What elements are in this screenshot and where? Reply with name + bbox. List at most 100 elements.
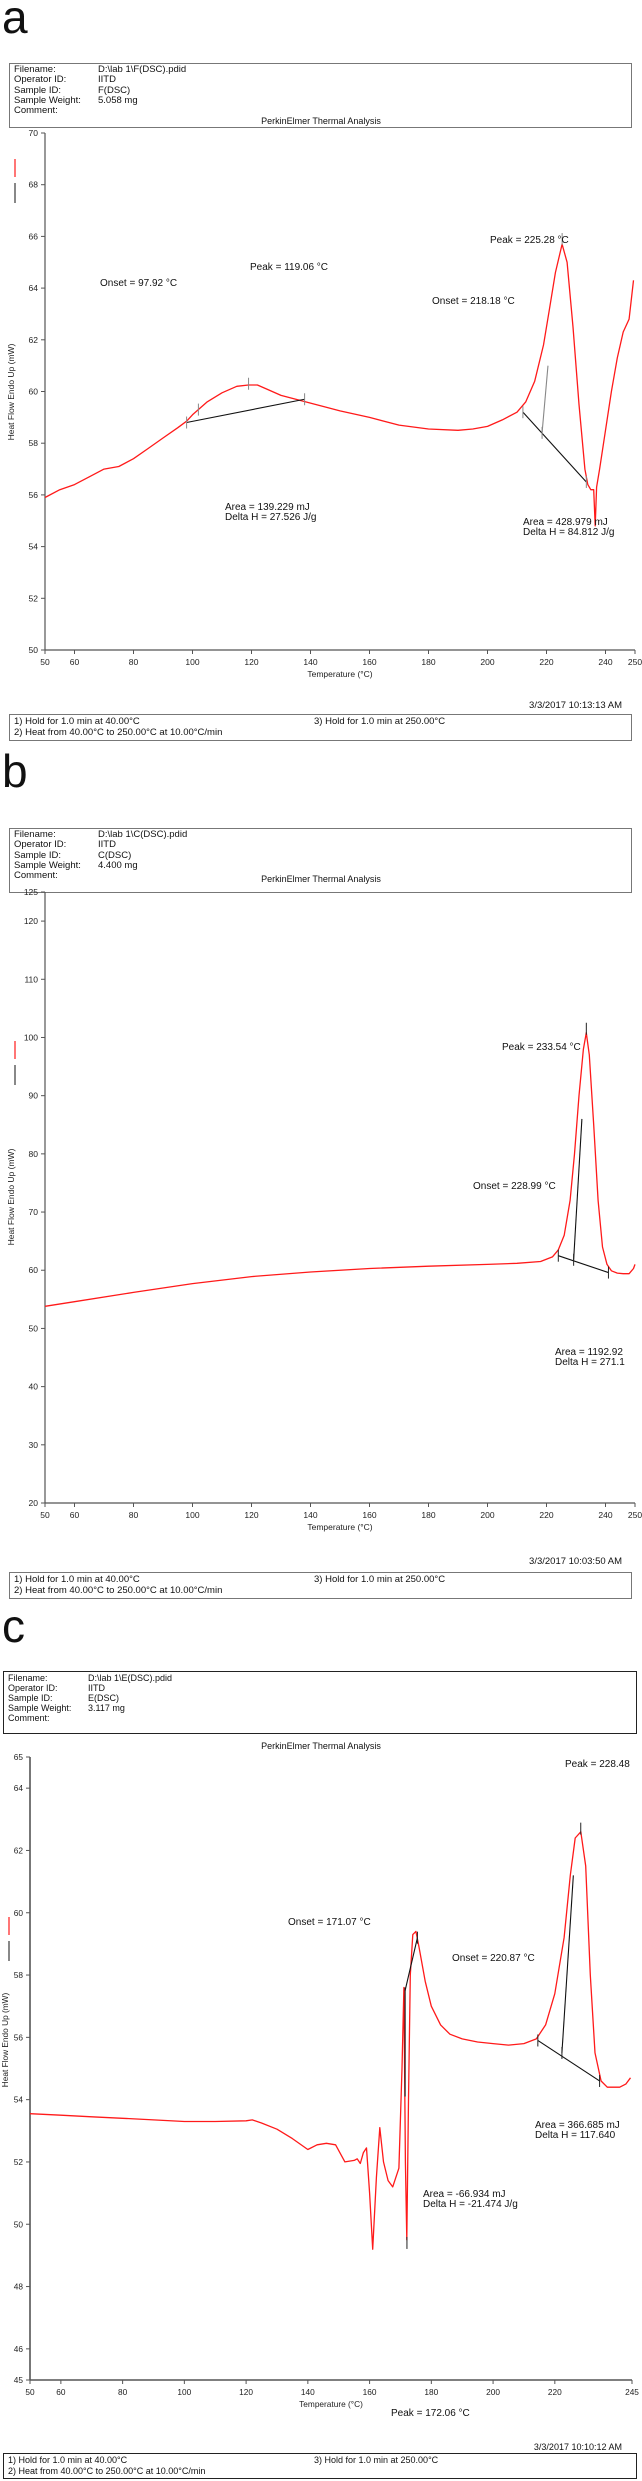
y-tick-label: 64 (29, 283, 39, 293)
method-step-2: 2) Heat from 40.00°C to 250.00°C at 10.0… (14, 727, 223, 738)
panel-letter: b (2, 745, 28, 797)
y-tick-label: 100 (24, 1032, 38, 1042)
peak-annotation: Onset = 218.18 °C (432, 296, 515, 307)
y-tick-label: 60 (29, 387, 39, 397)
heat-flow-curve (44, 243, 635, 527)
method-step-2: 2) Heat from 40.00°C to 250.00°C at 10.0… (8, 2466, 206, 2476)
timestamp: 3/3/2017 10:13:13 AM (529, 700, 622, 711)
y-tick-label: 56 (14, 2032, 24, 2042)
info-row-operator: Operator ID: IITD (14, 839, 116, 851)
panel-letter: c (2, 1600, 25, 1652)
peak-annotation: Area = 366.685 mJ (535, 2120, 620, 2131)
panel-letter: a (2, 0, 28, 43)
info-row-comment: Comment: (8, 1713, 50, 1723)
x-tick-label: 60 (70, 1510, 80, 1520)
info-row-filename: Filename: D:\lab 1\C(DSC).pdid (14, 829, 188, 840)
y-tick-label: 58 (29, 438, 39, 448)
method-step-1: 1) Hold for 1.0 min at 40.00°C (8, 2455, 128, 2465)
timestamp: 3/3/2017 10:10:12 AM (533, 2442, 622, 2452)
y-tick-label: 58 (14, 1970, 24, 1980)
peak-annotation: Peak = 225.28 °C (490, 235, 569, 246)
enthalpy-annotation: Delta H = 84.812 J/g (523, 527, 614, 538)
x-tick-label: 180 (424, 2387, 438, 2397)
x-tick-label: 80 (129, 657, 139, 667)
heat-flow-curve (29, 1831, 632, 2250)
method-steps-box: 1) Hold for 1.0 min at 40.00°C 3) Hold f… (9, 1572, 632, 1599)
y-tick-label: 50 (29, 645, 39, 655)
chart-title: PerkinElmer Thermal Analysis (261, 1741, 381, 1751)
x-tick-label: 100 (177, 2387, 191, 2397)
x-tick-label: 240 (598, 1510, 612, 1520)
x-tick-label: 140 (301, 2387, 315, 2397)
sample-info-box: Filename: D:\lab 1\C(DSC).pdid Operator I… (9, 828, 632, 893)
y-tick-label: 125 (24, 887, 38, 897)
x-tick-label: 250 (628, 1510, 642, 1520)
x-tick-label: 220 (539, 657, 553, 667)
info-row-filename: Filename: D:\lab 1\F(DSC).pdid (14, 64, 187, 75)
x-tick-label: 240 (598, 657, 612, 667)
y-tick-label: 50 (29, 1323, 39, 1333)
y-tick-label: 65 (14, 1752, 24, 1762)
x-tick-label: 120 (239, 2387, 253, 2397)
info-row-comment: Comment: (14, 870, 58, 882)
method-step-1: 1) Hold for 1.0 min at 40.00°C (14, 1574, 140, 1585)
info-row-comment: Comment: (14, 105, 58, 117)
x-tick-label: 200 (486, 2387, 500, 2397)
info-row-sample-id: Sample ID: E(DSC) (8, 1693, 119, 1703)
peak-annotation: Area = 428.979 mJ (523, 517, 608, 528)
integration-baseline (558, 1255, 609, 1274)
x-axis-label: Temperature (°C) (307, 1522, 372, 1532)
y-tick-label: 52 (29, 593, 39, 603)
y-tick-label: 70 (29, 128, 39, 138)
peak-annotation: Onset = 220.87 °C (452, 1953, 535, 1964)
y-tick-label: 64 (14, 1783, 24, 1793)
enthalpy-annotation: Delta H = 117.640 (535, 2130, 616, 2141)
onset-tangent (561, 1875, 574, 2053)
x-tick-label: 120 (244, 657, 258, 667)
x-tick-label: 120 (244, 1510, 258, 1520)
x-tick-label: 250 (628, 657, 642, 667)
y-tick-label: 120 (24, 916, 38, 926)
x-tick-label: 80 (118, 2387, 128, 2397)
peak-annotation: Onset = 171.07 °C (288, 1917, 371, 1928)
x-axis-label: Temperature (°C) (307, 669, 372, 679)
y-tick-label: 56 (29, 490, 39, 500)
enthalpy-annotation: Delta H = 27.526 J/g (225, 512, 316, 523)
y-tick-label: 48 (14, 2282, 24, 2292)
x-tick-label: 220 (548, 2387, 562, 2397)
integration-baseline (186, 398, 305, 424)
y-tick-label: 20 (29, 1498, 39, 1508)
x-tick-label: 60 (70, 657, 80, 667)
x-tick-label: 160 (362, 1510, 376, 1520)
y-tick-label: 62 (29, 335, 39, 345)
y-tick-label: 30 (29, 1440, 39, 1450)
info-row-sample-weight: Sample Weight: 3.117 mg (8, 1703, 125, 1713)
y-tick-label: 110 (24, 974, 38, 984)
sample-info-box: Filename: D:\lab 1\F(DSC).pdid Operator I… (9, 63, 632, 128)
x-axis-label: Temperature (°C) (299, 2399, 363, 2409)
peak-annotation: Peak = 228.48 (565, 1759, 630, 1770)
method-step-1: 1) Hold for 1.0 min at 40.00°C (14, 716, 140, 727)
method-step-3: 3) Hold for 1.0 min at 250.00°C (314, 716, 446, 727)
y-tick-label: 90 (29, 1091, 39, 1101)
peak-annotation: Peak = 119.06 °C (250, 262, 328, 273)
peak-annotation: Peak = 172.06 °C (391, 2408, 470, 2419)
x-tick-label: 100 (185, 1510, 199, 1520)
x-tick-label: 180 (421, 657, 435, 667)
onset-tangent (541, 365, 549, 433)
x-tick-label: 220 (539, 1510, 553, 1520)
x-tick-label: 50 (40, 657, 50, 667)
integration-baseline (522, 411, 587, 483)
y-tick-label: 40 (29, 1382, 39, 1392)
info-row-operator: Operator ID: IITD (14, 74, 116, 86)
method-step-3: 3) Hold for 1.0 min at 250.00°C (314, 2455, 439, 2465)
x-tick-label: 140 (303, 1510, 317, 1520)
y-axis-label: Heat Flow Endo Up (mW) (6, 343, 16, 440)
x-tick-label: 200 (480, 657, 494, 667)
integration-baseline (537, 2040, 600, 2082)
info-row-sample-weight: Sample Weight: 5.058 mg (14, 94, 138, 106)
method-step-2: 2) Heat from 40.00°C to 250.00°C at 10.0… (14, 1585, 223, 1596)
y-tick-label: 46 (14, 2344, 24, 2354)
y-axis-label: Heat Flow Endo Up (mW) (6, 1148, 16, 1245)
